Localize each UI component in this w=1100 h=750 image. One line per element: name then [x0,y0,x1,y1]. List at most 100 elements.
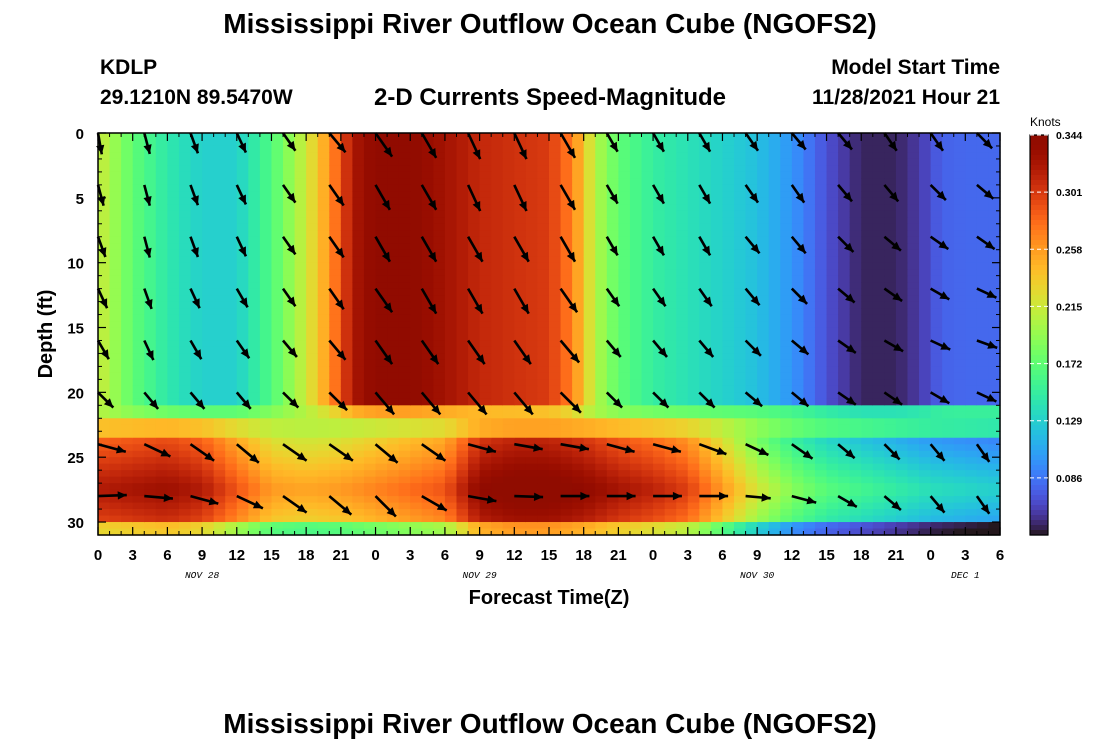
heatmap-cell [629,489,643,497]
heatmap-cell [294,359,307,368]
heatmap-cell [178,295,192,303]
heatmap-cell [930,204,943,212]
heatmap-cell [676,502,689,510]
heatmap-cell [398,502,411,510]
heatmap-cell [861,308,874,316]
heatmap-cell [976,489,990,497]
heatmap-cell [271,184,284,192]
heatmap-cell [884,327,897,335]
heatmap-cell [953,372,966,380]
heatmap-cell [375,418,388,426]
heatmap-cell [213,139,226,147]
heatmap-cell [340,145,354,154]
heatmap-cell [687,327,700,335]
heatmap-cell [502,184,515,192]
heatmap-cell [930,418,943,426]
heatmap-cell [155,457,168,465]
heatmap-cell [132,158,145,167]
heatmap-cell [444,502,458,510]
heatmap-cell [641,476,654,484]
heatmap-cell [606,476,619,484]
heatmap-cell [710,366,724,374]
heatmap-cell [641,191,654,199]
heatmap-cell [838,321,851,329]
heatmap-cell [340,288,354,296]
heatmap-cell [849,230,862,238]
heatmap-cell [849,528,862,536]
heatmap-cell [456,522,469,530]
heatmap-cell [410,256,423,264]
heatmap-cell [976,314,990,322]
heatmap-cell [468,301,481,309]
heatmap-cell [965,243,978,251]
heatmap-cell [930,262,943,270]
heatmap-cell [283,223,296,231]
heatmap-cell [930,509,943,517]
heatmap-cell [907,437,920,445]
heatmap-cell [838,210,851,218]
heatmap-cell [884,314,897,322]
heatmap-cell [791,353,805,361]
heatmap-cell [710,230,724,238]
heatmap-cell [687,470,700,478]
heatmap-cell [872,398,885,406]
heatmap-cell [525,411,539,419]
heatmap-cell [814,346,828,355]
heatmap-cell [144,204,157,212]
heatmap-cell [687,249,700,257]
heatmap-cell [641,334,654,342]
heatmap-cell [294,489,307,497]
heatmap-cell [294,431,307,439]
heatmap-cell [641,275,654,283]
heatmap-cell [410,210,423,218]
heatmap-cell [618,223,631,231]
heatmap-cell [514,444,527,452]
heatmap-cell [259,210,273,218]
heatmap-cell [259,165,273,173]
heatmap-cell [329,256,342,264]
heatmap-cell [653,184,666,192]
heatmap-cell [202,327,215,335]
heatmap-cell [930,249,943,257]
heatmap-cell [965,288,978,296]
heatmap-cell [942,217,955,225]
heatmap-cell [606,152,619,160]
heatmap-cell [780,431,793,439]
heatmap-cell [907,431,920,439]
current-vector [698,132,712,153]
heatmap-cell [583,392,596,400]
heatmap-cell [976,346,990,355]
heatmap-cell [363,528,377,536]
heatmap-cell [132,236,145,244]
heatmap-cell [271,210,284,218]
heatmap-cell [757,217,770,225]
heatmap-cell [340,353,354,361]
heatmap-cell [109,236,122,244]
heatmap-cell [329,301,342,309]
heatmap-cell [387,437,400,445]
heatmap-cell [98,288,111,296]
heatmap-cell [791,372,805,380]
vector-head [983,189,994,199]
heatmap-cell [525,476,539,484]
heatmap-cell [826,197,839,205]
heatmap-cell [734,158,747,167]
heatmap-cell [375,353,388,361]
heatmap-cell [387,489,400,497]
heatmap-cell [861,385,874,393]
heatmap-cell [780,178,793,186]
heatmap-cell [444,450,458,458]
heatmap-cell [479,184,492,192]
heatmap-cell [895,139,909,147]
heatmap-cell [734,197,747,205]
heatmap-cell [722,398,735,406]
heatmap-cell [132,359,145,368]
heatmap-cell [271,236,284,244]
heatmap-cell [537,262,550,270]
heatmap-cell [363,496,377,504]
heatmap-cell [225,165,238,173]
heatmap-cell [664,470,677,478]
heatmap-cell [757,256,770,264]
vector-head [795,192,805,203]
heatmap-cell [421,353,434,361]
